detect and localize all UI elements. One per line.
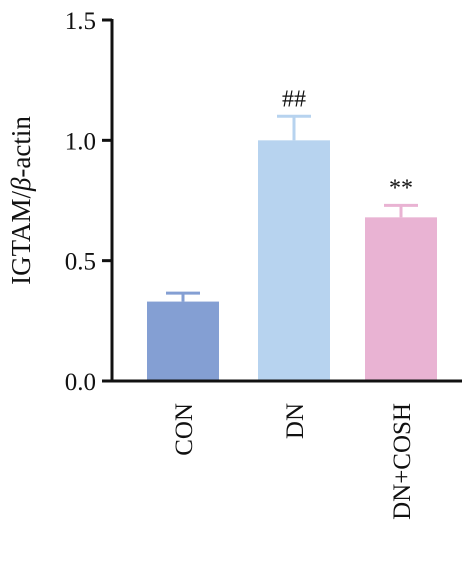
significance-label: ##: [282, 86, 306, 112]
bar-con: [147, 301, 219, 381]
y-axis-title-end: -actin: [6, 116, 36, 178]
y-ticks-group: 0.0 0.5 1.0 1.5: [65, 8, 112, 396]
y-axis-title-main: IGTAM/: [6, 191, 36, 285]
significance-label: **: [389, 175, 413, 201]
y-axis-title: IGTAM/β-actin: [6, 116, 36, 285]
x-category-label: DN: [282, 403, 309, 439]
y-tick-label: 0.5: [65, 249, 96, 276]
axes-group: [110, 19, 462, 383]
y-tick-label: 0.0: [65, 369, 96, 396]
bars-group: [147, 140, 437, 381]
y-tick-label: 1.0: [65, 128, 96, 155]
annotations-group: ## **: [282, 86, 413, 201]
y-axis-title-beta: β: [6, 177, 36, 192]
x-labels-group: CON DN DN+COSH: [171, 403, 416, 520]
bar-dn-cosh: [365, 217, 437, 381]
x-category-label: DN+COSH: [389, 403, 416, 520]
y-tick-label: 1.5: [65, 8, 96, 35]
x-category-label: CON: [171, 403, 198, 456]
bar-dn: [258, 140, 330, 381]
error-bars-group: [166, 114, 418, 302]
